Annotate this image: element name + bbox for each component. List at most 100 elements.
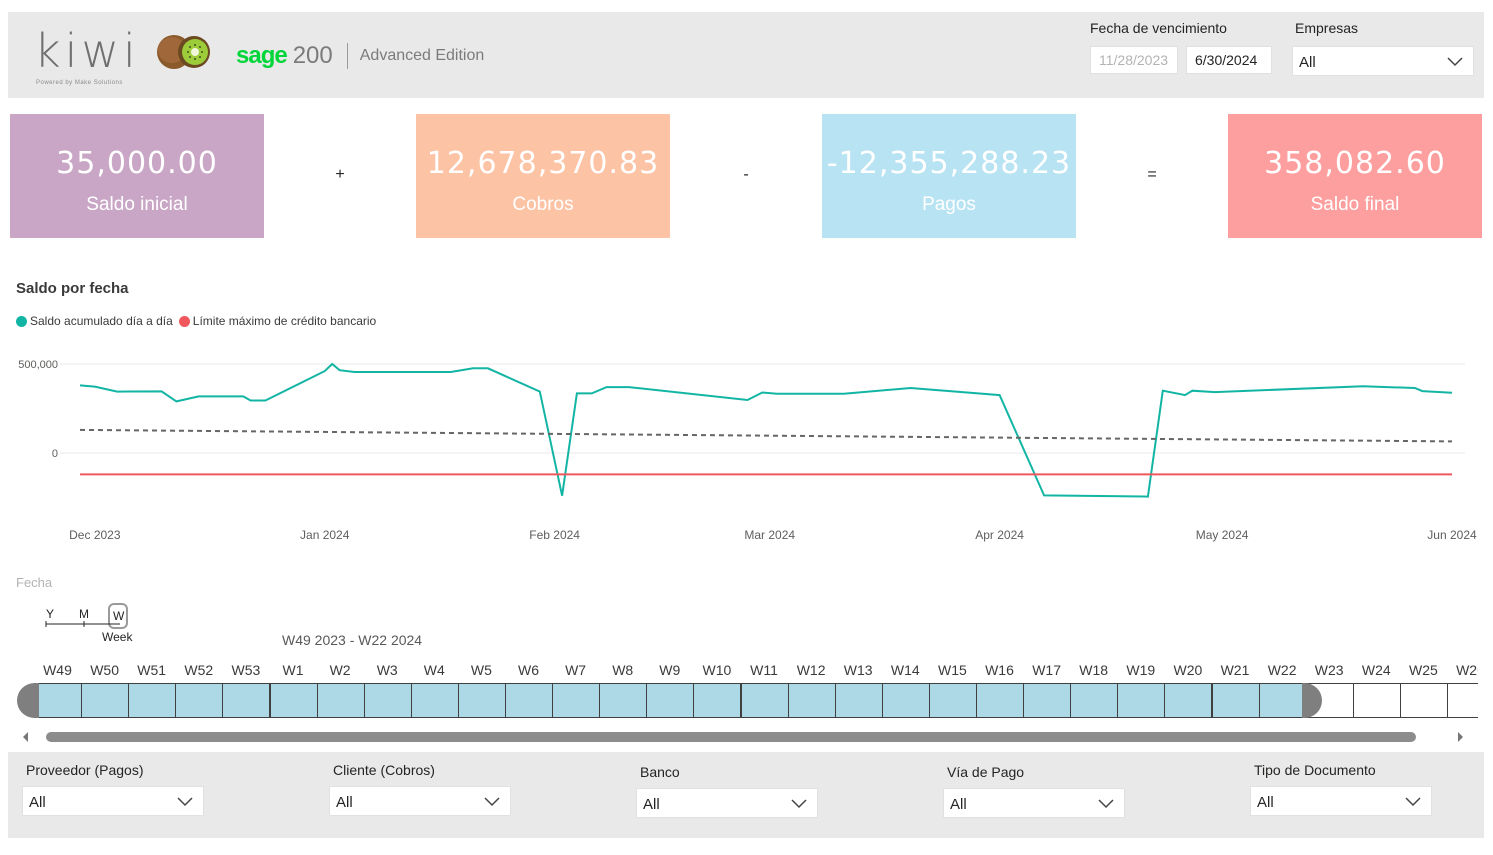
kiwi-logo-text: kiwi: [34, 24, 140, 78]
due-date-label: Fecha de vencimiento: [1090, 20, 1227, 36]
week-cell[interactable]: [1070, 683, 1119, 718]
granularity-selector[interactable]: Y M W Week: [40, 602, 140, 646]
chart-legend: Saldo acumulado día a día Límite máximo …: [16, 314, 382, 328]
week-cell[interactable]: [1352, 683, 1401, 718]
filter-value: All: [336, 794, 353, 811]
kpi-value: -12,355,288.23: [826, 146, 1072, 181]
empresas-value: All: [1299, 54, 1316, 71]
kpi-label: Saldo inicial: [86, 194, 188, 215]
legend-item-saldo[interactable]: Saldo acumulado día a día: [16, 314, 173, 328]
week-cell[interactable]: [34, 683, 83, 718]
filter-label: Banco: [640, 764, 680, 780]
week-cell[interactable]: [740, 683, 789, 718]
week-cell[interactable]: [834, 683, 883, 718]
chevron-down-icon: [1447, 57, 1463, 67]
week-cell[interactable]: [1258, 683, 1307, 718]
granularity-month: M: [79, 607, 89, 621]
week-label: W1: [282, 662, 304, 678]
filter-label: Vía de Pago: [947, 764, 1025, 780]
week-label: W25: [1408, 662, 1438, 678]
legend-item-limite[interactable]: Límite máximo de crédito bancario: [178, 314, 376, 328]
proveedor-dropdown[interactable]: All: [22, 786, 204, 816]
week-label: W3: [376, 662, 398, 678]
week-cell[interactable]: [1211, 683, 1260, 718]
week-cell[interactable]: [505, 683, 554, 718]
week-label: W5: [470, 662, 492, 678]
week-cell[interactable]: [1399, 683, 1448, 718]
week-cell[interactable]: [1164, 683, 1213, 718]
x-tick-label: Feb 2024: [529, 528, 580, 542]
week-cell[interactable]: [316, 683, 365, 718]
week-cell[interactable]: [1023, 683, 1072, 718]
x-tick-label: Jan 2024: [300, 528, 350, 542]
week-cell[interactable]: [552, 683, 601, 718]
week-cell[interactable]: [928, 683, 977, 718]
y-tick-label: 0: [52, 448, 58, 460]
week-label: W51: [137, 662, 167, 678]
via-pago-dropdown[interactable]: All: [943, 788, 1125, 818]
week-cell[interactable]: [1447, 683, 1478, 718]
week-label: W12: [796, 662, 826, 678]
empresas-label: Empresas: [1295, 20, 1359, 36]
week-cell[interactable]: [1117, 683, 1166, 718]
week-cell[interactable]: [787, 683, 836, 718]
week-cell[interactable]: [599, 683, 648, 718]
week-cell[interactable]: [410, 683, 459, 718]
cliente-dropdown[interactable]: All: [329, 786, 511, 816]
week-label: W21: [1220, 662, 1250, 678]
chevron-down-icon: [177, 797, 193, 807]
kiwi-fruit-icon: [157, 35, 210, 69]
due-date-end-input[interactable]: 6/30/2024: [1186, 46, 1272, 74]
range-handle-end[interactable]: [1301, 683, 1322, 718]
kpi-card-saldo-final: 358,082.60 Saldo final: [1228, 114, 1482, 238]
week-label: W4: [423, 662, 445, 678]
week-label: W18: [1079, 662, 1109, 678]
timeline-scrollbar[interactable]: [16, 726, 1478, 748]
sage-separator: [346, 43, 348, 69]
week-label: W20: [1173, 662, 1203, 678]
week-cell[interactable]: [693, 683, 742, 718]
week-cell[interactable]: [881, 683, 930, 718]
empresas-dropdown[interactable]: All: [1292, 46, 1474, 76]
week-cell[interactable]: [222, 683, 271, 718]
kpi-value: 12,678,370.83: [426, 146, 660, 181]
filter-value: All: [950, 796, 967, 813]
week-timeline[interactable]: [0, 683, 1478, 719]
kpi-label: Saldo final: [1310, 194, 1400, 215]
week-label: W19: [1126, 662, 1156, 678]
x-tick-label: Dec 2023: [69, 528, 121, 542]
filter-value: All: [643, 796, 660, 813]
week-label: W53: [231, 662, 261, 678]
chevron-down-icon: [1405, 797, 1421, 807]
header-bar: kiwi Powered by Make Solutions sage 200 …: [8, 12, 1484, 98]
kpi-label: Pagos: [922, 194, 976, 215]
kpi-label: Cobros: [512, 194, 574, 215]
chevron-down-icon: [1098, 799, 1114, 809]
week-label: W10: [702, 662, 732, 678]
scroll-thumb: [46, 732, 1416, 742]
tipo-documento-dropdown[interactable]: All: [1250, 786, 1432, 816]
range-handle-start[interactable]: [17, 683, 39, 718]
week-cell[interactable]: [175, 683, 224, 718]
kpi-card-cobros: 12,678,370.83 Cobros: [416, 114, 670, 238]
week-cell[interactable]: [269, 683, 318, 718]
week-cell[interactable]: [976, 683, 1025, 718]
sage-version: 200: [292, 42, 333, 69]
scroll-left-arrow: [23, 732, 28, 742]
kpi-value: 358,082.60: [1264, 146, 1446, 181]
week-cell[interactable]: [128, 683, 177, 718]
week-label: W9: [659, 662, 681, 678]
week-label: W24: [1361, 662, 1391, 678]
week-labels: W49 W50 W51 W52 W53 W1 W2 W3 W4 W5 W6 W7 W8 W9 W10 W11 W…: [0, 662, 1478, 684]
week-label: W17: [1032, 662, 1061, 678]
week-cell[interactable]: [646, 683, 695, 718]
banco-dropdown[interactable]: All: [636, 788, 818, 818]
due-date-start-input[interactable]: 11/28/2023: [1090, 46, 1178, 74]
scroll-right-arrow: [1458, 732, 1463, 742]
sage-logo: sage 200 Advanced Edition: [236, 42, 484, 70]
week-cell[interactable]: [363, 683, 412, 718]
week-cell[interactable]: [457, 683, 506, 718]
week-cell[interactable]: [81, 683, 130, 718]
week-label: W22: [1267, 662, 1297, 678]
y-tick-label: 500,000: [18, 359, 58, 371]
